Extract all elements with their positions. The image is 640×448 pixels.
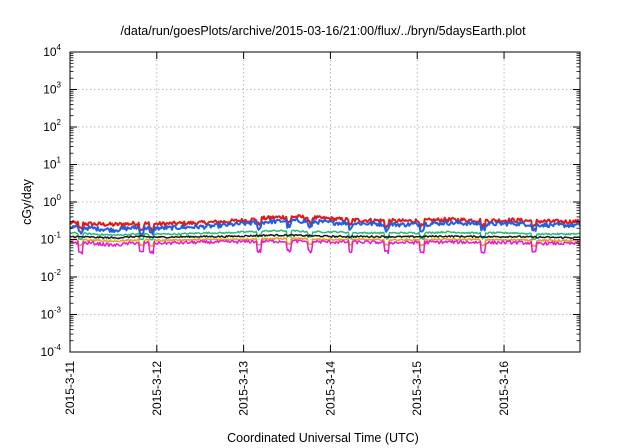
y-tick-label-base: 10 [43, 120, 57, 134]
series-line [69, 239, 581, 255]
y-tick-label-exponent: 0 [57, 193, 62, 202]
series-line [69, 214, 581, 233]
y-tick-label: 101 [43, 156, 61, 172]
x-tick-label: 2015-3-13 [237, 361, 251, 416]
x-tick-label: 2015-3-16 [497, 361, 511, 416]
y-tick-label-base: 10 [41, 308, 55, 322]
series-line [69, 217, 581, 237]
y-tick-label-base: 10 [43, 83, 57, 97]
y-tick-label: 10-1 [41, 231, 62, 247]
y-tick-label-base: 10 [41, 233, 55, 247]
y-tick-label: 102 [43, 118, 61, 134]
series-line [69, 229, 581, 241]
y-tick-label-base: 10 [43, 45, 57, 59]
y-tick-label-exponent: 3 [57, 81, 62, 90]
y-tick-label: 104 [43, 43, 61, 59]
x-tick-label: 2015-3-11 [63, 361, 77, 415]
y-tick-label: 10-3 [41, 306, 62, 322]
series-lines [69, 214, 581, 255]
y-tick-label-base: 10 [43, 195, 57, 209]
y-tick-label: 10-4 [41, 343, 62, 359]
chart-title: /data/run/goesPlots/archive/2015-03-16/2… [120, 24, 526, 38]
x-tick-label: 2015-3-14 [323, 361, 337, 416]
y-axis-label: cGy/day [20, 178, 34, 225]
x-tick-labels: 2015-3-11 2015-3-12 2015-3-13 2015-3-14 2015… [63, 361, 511, 416]
y-tick-label-base: 10 [41, 345, 55, 359]
series-line [69, 237, 581, 248]
x-tick-label: 2015-3-15 [410, 361, 424, 416]
y-tick-label-exponent: 2 [57, 118, 62, 127]
series-line [69, 233, 581, 240]
y-tick-label-base: 10 [41, 270, 55, 284]
y-tick-label-exponent: 1 [57, 156, 62, 165]
y-tick-label-exponent: -3 [54, 306, 62, 315]
x-tick-label: 2015-3-12 [150, 361, 164, 416]
y-tick-label-exponent: -4 [54, 343, 62, 352]
y-tick-label-exponent: -2 [54, 268, 62, 277]
y-tick-label: 10-2 [41, 268, 62, 284]
y-tick-label-exponent: -1 [54, 231, 62, 240]
x-axis-label: Coordinated Universal Time (UTC) [227, 431, 419, 445]
y-tick-label: 103 [43, 81, 61, 97]
y-tick-label-exponent: 4 [57, 43, 62, 52]
grid-lines [70, 52, 580, 352]
axis-ticks [69, 51, 580, 353]
y-tick-label: 100 [43, 193, 61, 209]
y-tick-label-base: 10 [43, 158, 57, 172]
